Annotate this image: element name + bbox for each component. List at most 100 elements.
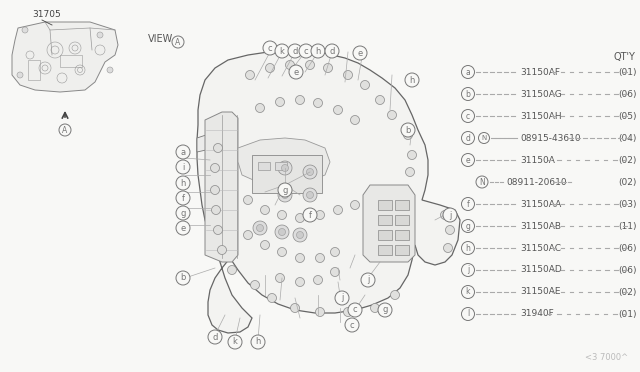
Circle shape [243, 196, 253, 205]
Circle shape [22, 27, 28, 33]
Circle shape [476, 176, 488, 188]
Text: (02): (02) [619, 177, 637, 186]
Circle shape [376, 96, 385, 105]
Circle shape [461, 87, 474, 100]
Text: 08911-20610: 08911-20610 [506, 177, 566, 186]
Circle shape [348, 303, 362, 317]
Circle shape [344, 308, 353, 317]
Circle shape [345, 318, 359, 332]
Text: g: g [282, 186, 288, 195]
Circle shape [403, 131, 413, 140]
Text: d: d [330, 46, 335, 55]
Circle shape [278, 183, 292, 197]
Text: (02): (02) [619, 155, 637, 164]
Bar [60, 55, 82, 67]
Circle shape [275, 44, 289, 58]
Text: 31150A: 31150A [520, 155, 555, 164]
Text: d: d [212, 333, 218, 341]
Circle shape [260, 205, 269, 215]
Circle shape [445, 225, 454, 234]
Text: g: g [465, 221, 470, 231]
Circle shape [176, 221, 190, 235]
Circle shape [303, 188, 317, 202]
Circle shape [461, 198, 474, 211]
Circle shape [360, 80, 369, 90]
Circle shape [461, 263, 474, 276]
Text: 31150AE: 31150AE [520, 288, 561, 296]
Circle shape [278, 211, 287, 219]
Circle shape [461, 65, 474, 78]
Circle shape [218, 246, 227, 254]
Text: (11): (11) [618, 221, 637, 231]
Polygon shape [363, 185, 415, 262]
Text: 31150AB: 31150AB [520, 221, 561, 231]
Text: 31150AC: 31150AC [520, 244, 561, 253]
Text: h: h [180, 179, 186, 187]
Circle shape [408, 151, 417, 160]
Circle shape [176, 271, 190, 285]
Circle shape [255, 103, 264, 112]
Polygon shape [12, 22, 118, 92]
Circle shape [176, 176, 190, 190]
Text: a: a [466, 67, 470, 77]
Circle shape [461, 308, 474, 321]
Circle shape [303, 165, 317, 179]
Circle shape [296, 96, 305, 105]
Circle shape [406, 167, 415, 176]
Circle shape [214, 144, 223, 153]
Text: A: A [175, 38, 180, 46]
Circle shape [371, 304, 380, 312]
Circle shape [266, 64, 275, 73]
Polygon shape [197, 128, 232, 152]
Circle shape [461, 154, 474, 167]
Circle shape [176, 191, 190, 205]
Bar [395, 200, 409, 210]
Circle shape [278, 228, 285, 235]
Circle shape [176, 160, 190, 174]
Circle shape [251, 335, 265, 349]
Circle shape [263, 41, 277, 55]
Text: N: N [481, 135, 486, 141]
Text: 31150AD: 31150AD [520, 266, 562, 275]
Circle shape [351, 201, 360, 209]
Circle shape [351, 115, 360, 125]
Circle shape [311, 44, 325, 58]
Bar [378, 245, 392, 255]
Text: (06): (06) [618, 90, 637, 99]
Circle shape [282, 164, 289, 171]
Text: VIEW: VIEW [148, 34, 173, 44]
Bar [378, 230, 392, 240]
Circle shape [296, 231, 303, 238]
Circle shape [257, 224, 264, 231]
Circle shape [323, 64, 333, 73]
Text: j: j [449, 211, 451, 219]
Bar [395, 230, 409, 240]
Text: c: c [349, 321, 355, 330]
Bar [258, 162, 270, 170]
Text: (01): (01) [618, 67, 637, 77]
Text: k: k [280, 46, 284, 55]
Text: h: h [410, 76, 415, 84]
Bar [395, 245, 409, 255]
Polygon shape [238, 138, 330, 185]
Circle shape [444, 244, 452, 253]
Text: (02): (02) [619, 288, 637, 296]
Circle shape [314, 99, 323, 108]
Circle shape [299, 44, 313, 58]
Text: k: k [466, 288, 470, 296]
Text: h: h [316, 46, 321, 55]
Text: i: i [182, 163, 184, 171]
Text: b: b [405, 125, 411, 135]
Circle shape [303, 208, 317, 222]
Circle shape [260, 241, 269, 250]
Circle shape [461, 219, 474, 232]
Text: f: f [467, 199, 469, 208]
Circle shape [214, 225, 223, 234]
Text: c: c [268, 44, 272, 52]
Text: (04): (04) [619, 134, 637, 142]
Circle shape [228, 335, 242, 349]
Text: e: e [180, 224, 186, 232]
Circle shape [390, 291, 399, 299]
Text: 31705: 31705 [32, 10, 61, 19]
Text: d: d [292, 46, 298, 55]
